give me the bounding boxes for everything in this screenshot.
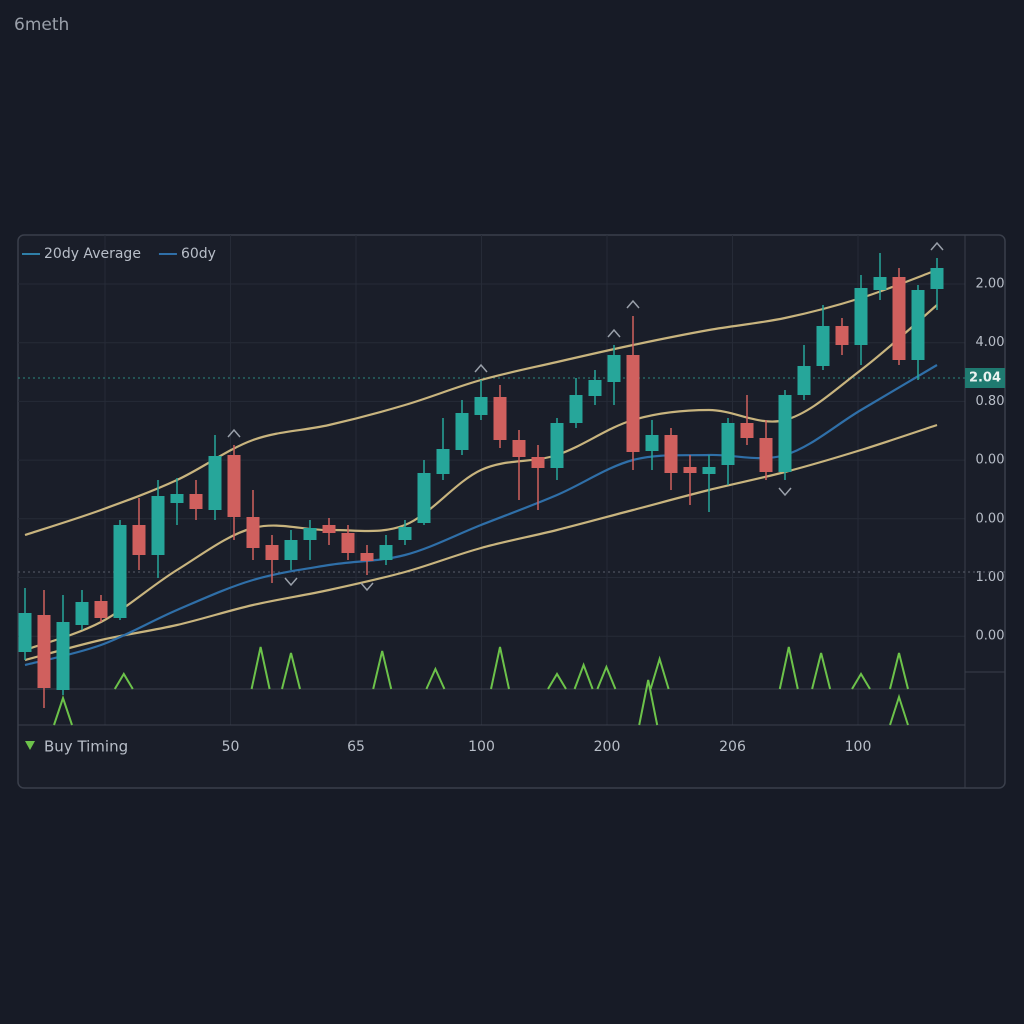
- candle-body: [607, 355, 621, 382]
- buy-signal: [573, 662, 594, 690]
- y-axis-label: 4.00: [976, 335, 1005, 350]
- buy-signal: [889, 693, 909, 726]
- candle-body: [417, 473, 431, 523]
- y-axis-label: 0.80: [976, 394, 1005, 409]
- candle-body: [265, 545, 279, 560]
- signal-legend: Buy Timing: [44, 738, 128, 756]
- buy-signal: [851, 672, 871, 690]
- candle-body: [835, 326, 849, 345]
- candle-body: [208, 456, 222, 510]
- candle-body: [170, 494, 184, 503]
- candle-body: [702, 467, 716, 474]
- buy-signal: [596, 664, 617, 690]
- x-axis-label: 65: [347, 739, 365, 755]
- candle-body: [892, 277, 906, 360]
- candle-body: [930, 268, 944, 289]
- trough-marker: [778, 487, 792, 497]
- buy-signal: [638, 679, 659, 726]
- y-axis-label: 2.00: [976, 277, 1005, 292]
- candle-body: [759, 438, 773, 472]
- candle-body: [246, 517, 260, 548]
- legend-label: 60dy: [181, 246, 216, 262]
- signal-legend-icon: [25, 741, 35, 750]
- candle-body: [75, 602, 89, 625]
- legend-label: 20dy Average: [44, 246, 141, 262]
- trough-marker: [360, 582, 374, 592]
- peak-marker: [607, 328, 621, 338]
- x-axis-label: 100: [845, 739, 872, 755]
- candle-body: [398, 527, 412, 540]
- peak-marker: [474, 363, 488, 373]
- candle-body: [56, 622, 70, 690]
- peak-marker: [626, 299, 640, 309]
- buy-signal: [281, 652, 301, 690]
- buy-signal: [778, 646, 799, 690]
- candle-body: [360, 553, 374, 561]
- buy-signal: [250, 646, 271, 690]
- candle-body: [436, 449, 450, 474]
- candle-body: [379, 545, 393, 560]
- candle-body: [341, 533, 355, 553]
- buy-signal: [53, 694, 73, 726]
- candle-body: [721, 423, 735, 465]
- candle-body: [797, 366, 811, 395]
- y-axis-label: 0.00: [976, 629, 1005, 644]
- candle-body: [455, 413, 469, 450]
- candle-body: [911, 290, 925, 360]
- y-axis-label: 0.00: [976, 511, 1005, 526]
- grid: [18, 235, 965, 725]
- candle-body: [284, 540, 298, 560]
- candle-body: [227, 455, 241, 517]
- app-title: 6meth: [14, 15, 69, 35]
- candle-body: [588, 380, 602, 396]
- x-axis-label: 200: [594, 739, 621, 755]
- candle-body: [645, 435, 659, 451]
- y-axis-label: 1.00: [976, 570, 1005, 585]
- candle-body: [531, 457, 545, 468]
- candle-body: [151, 496, 165, 555]
- candle-body: [189, 494, 203, 509]
- candle-body: [303, 528, 317, 540]
- candle-body: [113, 525, 127, 618]
- buy-signal: [649, 655, 670, 690]
- peak-marker: [930, 241, 944, 251]
- buy-signal: [547, 672, 567, 690]
- x-axis-label: 50: [222, 739, 240, 755]
- candle-body: [474, 397, 488, 415]
- x-axis-label: 206: [719, 739, 746, 755]
- buy-signal: [811, 652, 832, 690]
- candle-body: [550, 423, 564, 468]
- x-axis-label: 100: [468, 739, 495, 755]
- candle-body: [132, 525, 146, 555]
- trough-marker: [284, 577, 298, 587]
- candle-body: [18, 613, 32, 652]
- buy-signal: [889, 652, 909, 690]
- candle-body: [873, 277, 887, 290]
- candle-body: [683, 467, 697, 473]
- candle-body: [740, 423, 754, 438]
- buy-signal: [372, 650, 393, 690]
- buy-signal: [425, 666, 446, 690]
- candle-body: [854, 288, 868, 345]
- candle-body: [816, 326, 830, 366]
- candle-body: [626, 355, 640, 452]
- candle-body: [512, 440, 526, 457]
- candle-body: [37, 615, 51, 688]
- chart-panel: [17, 234, 1006, 789]
- candle-body: [569, 395, 583, 423]
- peak-marker: [227, 428, 241, 438]
- candle-body: [664, 435, 678, 473]
- candle-body: [493, 397, 507, 440]
- candle-body: [94, 601, 108, 618]
- buy-signal: [490, 646, 510, 690]
- price-badge: [965, 368, 1005, 388]
- candle-body: [322, 525, 336, 533]
- y-axis-label: 0.00: [976, 453, 1005, 468]
- buy-signal: [113, 672, 134, 690]
- price-badge-label: 2.04: [969, 371, 1001, 386]
- candle-body: [778, 395, 792, 472]
